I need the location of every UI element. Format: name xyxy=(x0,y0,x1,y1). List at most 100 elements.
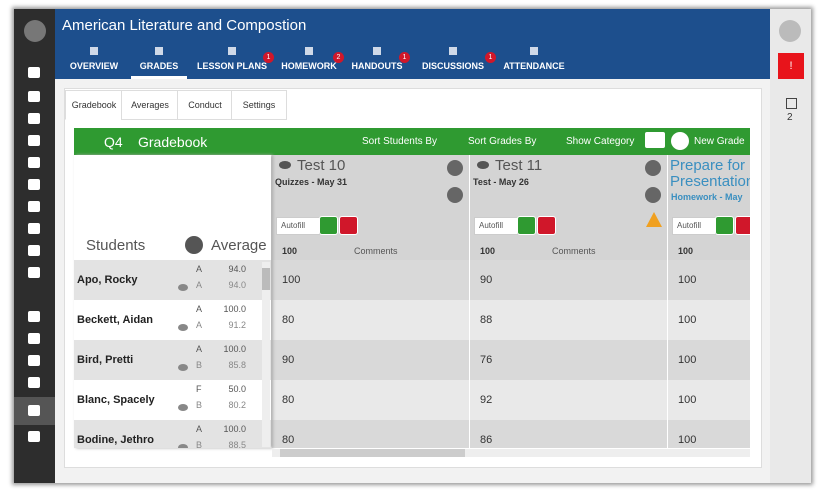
column-bg xyxy=(272,155,470,260)
collapse-button[interactable] xyxy=(24,20,46,42)
score-cell[interactable] xyxy=(470,340,668,381)
subtab[interactable]: Averages xyxy=(121,90,179,120)
sidebar-icon[interactable] xyxy=(28,67,40,78)
score-cell[interactable] xyxy=(272,300,470,341)
letter-grade: A xyxy=(196,280,203,290)
hide-icon xyxy=(477,161,489,169)
tab-badge: 1 xyxy=(263,52,274,63)
score-cell[interactable] xyxy=(470,420,668,448)
tab[interactable]: HOMEWORK xyxy=(281,61,337,71)
sidebar-icon[interactable] xyxy=(28,245,40,256)
sidebar-icon[interactable] xyxy=(28,377,40,388)
new-grade[interactable]: New Grade xyxy=(694,136,745,147)
tab-icon xyxy=(155,47,163,55)
sidebar-icon[interactable] xyxy=(28,311,40,322)
tab[interactable]: LESSON PLANS xyxy=(196,61,267,71)
max-points: 100 xyxy=(480,246,496,256)
subtab[interactable]: Conduct xyxy=(177,90,233,120)
sidebar-icon[interactable] xyxy=(28,223,40,234)
hide-icon xyxy=(178,284,188,291)
calendar-icon[interactable] xyxy=(786,98,797,109)
score-cell[interactable] xyxy=(272,420,470,448)
reject-button[interactable] xyxy=(537,216,556,235)
score-cell[interactable] xyxy=(272,380,470,421)
quarter[interactable]: Q4 xyxy=(104,134,123,150)
score-cell[interactable] xyxy=(668,340,750,381)
autofill[interactable]: Autofill xyxy=(672,217,716,235)
score-cell[interactable] xyxy=(470,380,668,421)
column-bg xyxy=(668,155,750,260)
score: 100 xyxy=(678,434,697,446)
student-name[interactable]: Blanc, Spacely xyxy=(77,394,155,406)
letter-grade: A xyxy=(196,424,203,434)
sidebar-icon[interactable] xyxy=(28,405,40,416)
student-name[interactable]: Bird, Pretti xyxy=(77,354,134,366)
calendar-count: 2 xyxy=(787,112,793,123)
score-cell[interactable] xyxy=(470,260,668,301)
student-name[interactable]: Apo, Rocky xyxy=(77,274,138,286)
tab[interactable]: HANDOUTS xyxy=(351,61,403,71)
sidebar-icon[interactable] xyxy=(28,113,40,124)
edit-icon[interactable] xyxy=(645,160,661,176)
new-grade-icon[interactable] xyxy=(671,132,689,150)
letter-grade: B xyxy=(196,440,203,448)
average: 94.0 xyxy=(228,264,246,274)
accept-button[interactable] xyxy=(715,216,734,235)
average: 100.0 xyxy=(223,424,246,434)
score-cell[interactable] xyxy=(272,340,470,381)
sidebar-icon[interactable] xyxy=(28,179,40,190)
chart-icon[interactable] xyxy=(645,187,661,203)
sidebar-icon[interactable] xyxy=(28,333,40,344)
student-row xyxy=(74,300,271,341)
sidebar-icon[interactable] xyxy=(28,431,40,442)
average: 100.0 xyxy=(223,304,246,314)
grades-area: Test 10 Quizzes - May 31 Autofill 100 Commen… xyxy=(272,155,750,448)
sidebar-icon[interactable] xyxy=(28,157,40,168)
score: 100 xyxy=(678,394,697,406)
reject-button[interactable] xyxy=(339,216,358,235)
score: 80 xyxy=(282,434,295,446)
sidebar-icon[interactable] xyxy=(28,355,40,366)
average: 100.0 xyxy=(223,344,246,354)
accept-button[interactable] xyxy=(517,216,536,235)
autofill[interactable]: Autofill xyxy=(276,217,320,235)
score: 100 xyxy=(678,354,697,366)
subtab[interactable]: Settings xyxy=(231,90,287,120)
average: 91.2 xyxy=(228,320,246,330)
accept-button[interactable] xyxy=(319,216,338,235)
sidebar-icon[interactable] xyxy=(28,267,40,278)
hide-icon xyxy=(178,364,188,371)
sidebar-icon[interactable] xyxy=(28,91,40,102)
sort-students[interactable]: Sort Students By xyxy=(362,136,438,147)
student-name[interactable]: Beckett, Aidan xyxy=(77,314,154,326)
reject-button[interactable] xyxy=(735,216,750,235)
letter-grade: B xyxy=(196,360,203,370)
score-cell[interactable] xyxy=(470,300,668,341)
score-cell[interactable] xyxy=(272,260,470,301)
sidebar-icon[interactable] xyxy=(28,201,40,212)
score: 76 xyxy=(480,354,493,366)
average-icon[interactable] xyxy=(185,236,203,254)
score-cell[interactable] xyxy=(668,380,750,421)
autofill[interactable]: Autofill xyxy=(474,217,518,235)
expand-button[interactable] xyxy=(779,20,801,42)
tab[interactable]: DISCUSSIONS xyxy=(421,61,484,71)
tab-icon xyxy=(228,47,236,55)
tab[interactable]: ATTENDANCE xyxy=(503,61,565,71)
chart-icon[interactable] xyxy=(447,187,463,203)
print-icon[interactable] xyxy=(645,132,665,148)
sort-grades[interactable]: Sort Grades By xyxy=(468,136,537,147)
tab[interactable]: OVERVIEW xyxy=(69,61,119,71)
student-name[interactable]: Bodine, Jethro xyxy=(77,434,155,446)
edit-icon[interactable] xyxy=(447,160,463,176)
show-category[interactable]: Show Category xyxy=(566,136,635,147)
subtab[interactable]: Gradebook xyxy=(65,90,123,120)
score-cell[interactable] xyxy=(668,420,750,448)
sidebar-icon[interactable] xyxy=(28,135,40,146)
right-sidebar xyxy=(770,9,811,483)
alert-button[interactable]: ! xyxy=(778,53,804,79)
score-cell[interactable] xyxy=(668,260,750,301)
tab[interactable]: GRADES xyxy=(139,61,179,71)
assignment-title: Prepare for Presentation xyxy=(670,157,750,190)
